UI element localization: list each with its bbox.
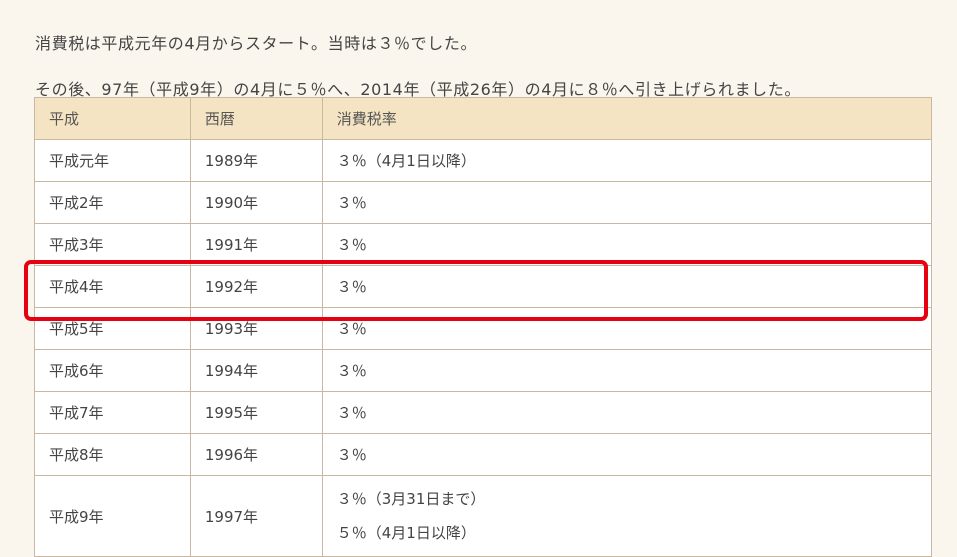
cell-seireki: 1990年 — [189, 181, 323, 224]
cell-tax-rate: ３％ — [321, 307, 933, 350]
header-tax-rate: 消費税率 — [321, 97, 933, 140]
rate-text: ３％（4月1日以降） — [336, 152, 476, 170]
cell-heisei: 平成5年 — [34, 307, 191, 350]
rate-text: ３％ — [336, 362, 367, 380]
cell-seireki: 1989年 — [189, 139, 323, 182]
cell-tax-rate: ３％（3月31日まで） ５％（4月1日以降） — [321, 475, 933, 557]
cell-heisei: 平成9年 — [34, 475, 191, 557]
table-row: 平成2年 1990年 ３％ — [34, 181, 933, 224]
header-heisei: 平成 — [34, 97, 191, 140]
rate-text: ３％ — [336, 320, 367, 338]
cell-tax-rate: ３％ — [321, 433, 933, 476]
tax-rate-table: 平成 西暦 消費税率 平成元年 1989年 ３％（4月1日以降） 平成2年 19… — [34, 97, 933, 557]
cell-seireki: 1997年 — [189, 475, 323, 557]
rate-text: ３％ — [336, 446, 367, 464]
cell-seireki: 1991年 — [189, 223, 323, 266]
cell-heisei: 平成元年 — [34, 139, 191, 182]
cell-heisei: 平成6年 — [34, 349, 191, 392]
cell-heisei: 平成2年 — [34, 181, 191, 224]
cell-heisei: 平成7年 — [34, 391, 191, 434]
table-row: 平成3年 1991年 ３％ — [34, 223, 933, 266]
rate-text: ３％ — [336, 194, 367, 212]
table-header-row: 平成 西暦 消費税率 — [34, 97, 933, 140]
rate-text: ３％ — [336, 278, 367, 296]
intro-text-1: 消費税は平成元年の4月からスタート。当時は３％でした。 — [35, 34, 478, 53]
rate-text: ３％ — [336, 404, 367, 422]
intro-text-2: その後、97年（平成9年）の4月に５％へ、2014年（平成26年）の4月に８％へ… — [35, 80, 801, 99]
table-row: 平成7年 1995年 ３％ — [34, 391, 933, 434]
cell-seireki: 1996年 — [189, 433, 323, 476]
cell-seireki: 1995年 — [189, 391, 323, 434]
header-seireki: 西暦 — [189, 97, 323, 140]
table-row: 平成6年 1994年 ３％ — [34, 349, 933, 392]
table-row-highlighted: 平成4年 1992年 ３％ — [34, 265, 933, 308]
rate-text: ５％（4月1日以降） — [336, 524, 476, 542]
cell-seireki: 1992年 — [189, 265, 323, 308]
table-row: 平成5年 1993年 ３％ — [34, 307, 933, 350]
cell-tax-rate: ３％ — [321, 391, 933, 434]
cell-seireki: 1994年 — [189, 349, 323, 392]
cell-tax-rate: ３％ — [321, 223, 933, 266]
cell-heisei: 平成3年 — [34, 223, 191, 266]
cell-tax-rate: ３％ — [321, 349, 933, 392]
table-row: 平成元年 1989年 ３％（4月1日以降） — [34, 139, 933, 182]
table-row: 平成9年 1997年 ３％（3月31日まで） ５％（4月1日以降） — [34, 475, 933, 557]
cell-tax-rate: ３％ — [321, 181, 933, 224]
cell-tax-rate: ３％ — [321, 265, 933, 308]
cell-heisei: 平成4年 — [34, 265, 191, 308]
cell-heisei: 平成8年 — [34, 433, 191, 476]
cell-seireki: 1993年 — [189, 307, 323, 350]
rate-text: ３％（3月31日まで） — [336, 490, 486, 508]
table-row: 平成8年 1996年 ３％ — [34, 433, 933, 476]
rate-text: ３％ — [336, 236, 367, 254]
cell-tax-rate: ３％（4月1日以降） — [321, 139, 933, 182]
